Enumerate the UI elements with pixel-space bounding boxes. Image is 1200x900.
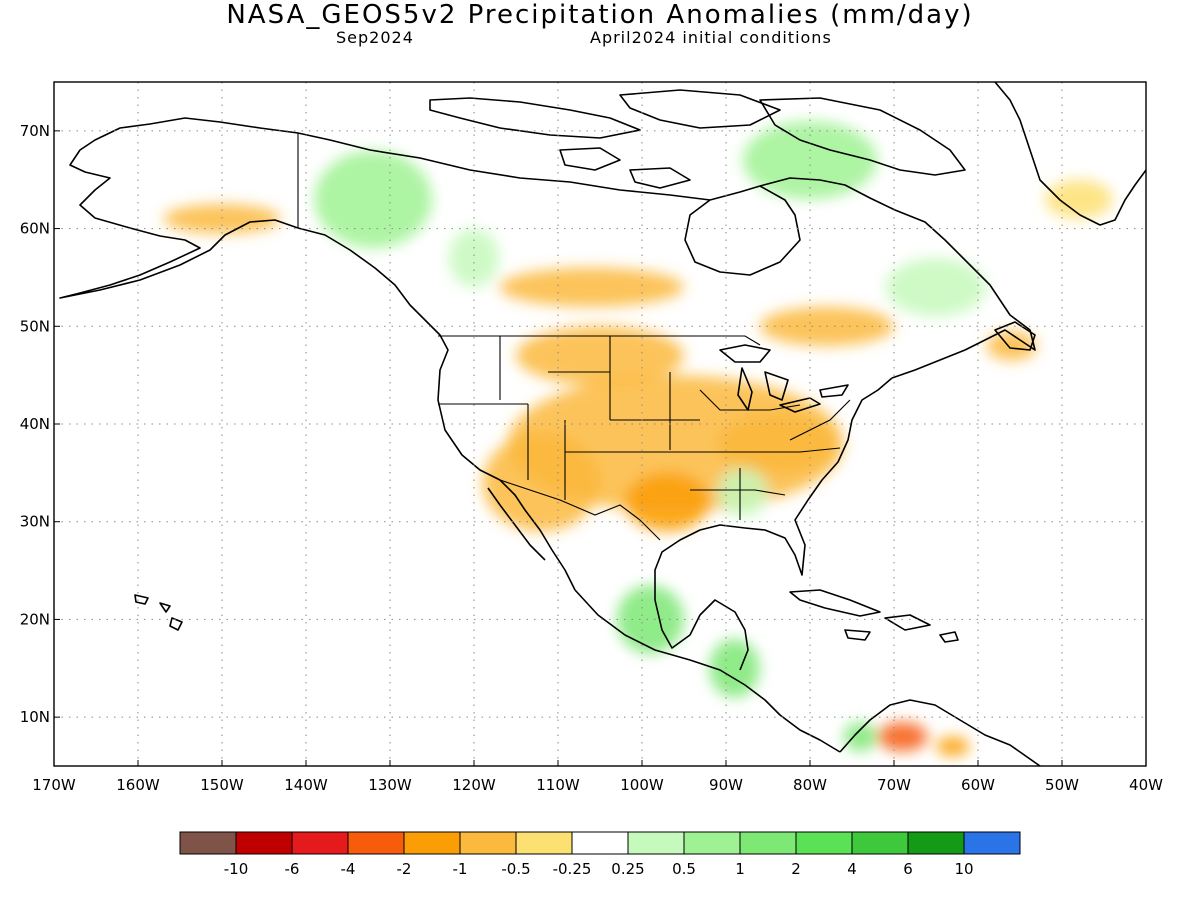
chart-subtitle-month: Sep2024 (336, 28, 414, 47)
colorbar-swatch (459, 831, 517, 855)
colorbar-label: -6 (285, 860, 300, 878)
lon-label: 120W (452, 776, 496, 794)
colorbar-label: -4 (341, 860, 356, 878)
colorbar-label: 2 (791, 860, 801, 878)
lat-label: 50N (20, 317, 50, 335)
colorbar-swatch (627, 831, 685, 855)
colorbar-swatch (963, 831, 1021, 855)
anomaly-region (986, 331, 1037, 361)
colorbar-label: 10 (954, 860, 973, 878)
anomaly-region (717, 467, 768, 517)
chart-subtitle-init: April2024 initial conditions (590, 28, 832, 47)
colorbar-label: 4 (847, 860, 857, 878)
colorbar-swatch (571, 831, 629, 855)
colorbar: -10 -6 -4 -2 -1 -0.5 -0.25 0.25 0.5 1 2 4 6 10 (179, 831, 1021, 878)
anomaly-region (877, 722, 928, 752)
anomaly-field (163, 121, 1113, 757)
lat-label: 20N (20, 610, 50, 628)
colorbar-swatch (739, 831, 797, 855)
colorbar-label: 6 (903, 860, 913, 878)
anomaly-region (936, 736, 970, 757)
lat-label: 40N (20, 415, 50, 433)
lon-label: 70W (877, 776, 911, 794)
lon-label: 150W (200, 776, 244, 794)
colorbar-swatch (179, 831, 237, 855)
lat-label: 10N (20, 708, 50, 726)
latitude-labels: 70N 60N 50N 40N 30N 20N 10N (20, 122, 50, 726)
lon-label: 130W (368, 776, 412, 794)
lon-label: 60W (961, 776, 995, 794)
plot-frame (53, 81, 1147, 767)
anomaly-region (742, 121, 878, 200)
anomaly-region (616, 585, 685, 654)
lon-label: 40W (1129, 776, 1163, 794)
colorbar-swatch (851, 831, 909, 855)
colorbar-swatch (347, 831, 405, 855)
lon-label: 50W (1045, 776, 1079, 794)
colorbar-swatch (795, 831, 853, 855)
colorbar-label: -1 (453, 860, 468, 878)
lon-label: 100W (620, 776, 664, 794)
anomaly-region (482, 433, 600, 532)
colorbar-label: 0.25 (611, 860, 644, 878)
colorbar-swatch (907, 831, 965, 855)
anomaly-region (717, 414, 836, 473)
colorbar-label: -0.5 (501, 860, 530, 878)
coastlines (59, 82, 1146, 766)
lon-label: 140W (284, 776, 328, 794)
anomaly-region (625, 472, 710, 532)
lat-label: 70N (20, 122, 50, 140)
colorbar-swatch (235, 831, 293, 855)
lon-label: 90W (709, 776, 743, 794)
chart-title: NASA_GEOS5v2 Precipitation Anomalies (mm… (226, 0, 974, 30)
colorbar-swatch (291, 831, 349, 855)
anomaly-region (448, 228, 500, 288)
lon-label: 170W (32, 776, 76, 794)
lon-label: 110W (536, 776, 580, 794)
colorbar-swatch (515, 831, 573, 855)
lon-label: 80W (793, 776, 827, 794)
anomaly-region (885, 257, 987, 317)
lat-label: 30N (20, 513, 50, 531)
colorbar-swatch (683, 831, 741, 855)
anomaly-region (163, 204, 281, 234)
colorbar-label: -10 (224, 860, 249, 878)
anomaly-region (314, 150, 433, 249)
longitude-labels: 170W 160W 150W 140W 130W 120W 110W 100W 90W 80W 70… (32, 776, 1163, 794)
colorbar-label: -2 (397, 860, 412, 878)
lon-label: 160W (116, 776, 160, 794)
anomaly-region (843, 722, 878, 752)
anomaly-region (499, 267, 684, 307)
colorbar-label: 0.5 (672, 860, 696, 878)
colorbar-swatch (403, 831, 461, 855)
lat-label: 60N (20, 220, 50, 238)
political-borders (297, 133, 851, 541)
anomaly-region (516, 326, 684, 385)
colorbar-label: -0.25 (553, 860, 592, 878)
anomaly-region (1045, 179, 1113, 219)
colorbar-label: 1 (735, 860, 745, 878)
